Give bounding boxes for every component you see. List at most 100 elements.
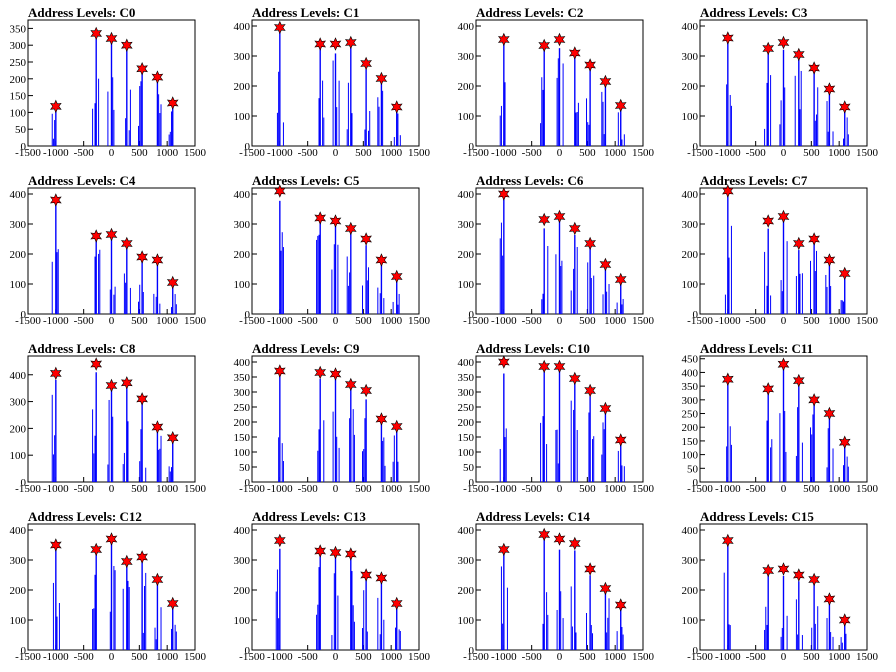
y-tick-label: 100 <box>234 111 251 123</box>
x-tick-label: -1500 <box>15 147 41 159</box>
peak-marker <box>120 236 133 251</box>
y-tick-label: 300 <box>682 395 699 407</box>
y-tick-label: 100 <box>458 279 475 291</box>
chart-panel-c7: Address Levels: C7 0 100 200 300 400 -1500 -100… <box>672 168 896 336</box>
peak-marker <box>136 550 148 564</box>
chart-panel-c1: Address Levels: C1 0 100 200 300 400 -1500 -100… <box>224 0 448 168</box>
bar-cluster <box>813 68 819 146</box>
peak-marker <box>314 211 327 225</box>
x-tick-label: -1500 <box>15 315 41 327</box>
chart-panel-c8: Address Levels: C8 0 100 200 300 400 -1500 -100… <box>0 336 224 504</box>
bar-cluster <box>279 200 284 314</box>
x-tick-label: 1000 <box>828 483 851 495</box>
peak-marker <box>344 221 357 236</box>
y-tick-label: 250 <box>234 402 251 414</box>
bar-cluster <box>586 575 594 650</box>
chart-plot: 0 100 200 300 400 -1500 -1000 -500 0 500 1000 1500 <box>682 19 879 159</box>
bar-cluster <box>156 77 162 146</box>
y-tick-label: 300 <box>682 219 699 231</box>
bar-cluster <box>51 108 57 146</box>
bar-cluster <box>541 228 549 314</box>
bar-cluster <box>92 551 97 650</box>
bar-cluster <box>588 396 595 482</box>
peak-marker <box>120 376 133 390</box>
chart-title: Address Levels: C15 <box>700 509 814 524</box>
peak-marker <box>166 431 179 445</box>
x-tick-label: -1500 <box>239 147 265 159</box>
peak-marker <box>90 357 103 371</box>
peak-marker <box>568 46 581 60</box>
chart-plot: 0 100 200 300 400 -1500 -1000 -500 0 500 1000 1500 <box>458 523 655 663</box>
bar-cluster <box>499 34 506 146</box>
x-tick-label: 500 <box>803 147 820 159</box>
bar-cluster <box>764 569 769 650</box>
x-tick-label: 0 <box>557 147 563 159</box>
y-tick-label: 350 <box>234 372 251 384</box>
bar-cluster <box>109 535 116 650</box>
peak-marker <box>792 568 805 582</box>
x-tick-label: -500 <box>298 651 319 663</box>
chart-plot: 0 50 100 150 200 250 300 350 400 -1500 -1000 -500 0 5… <box>458 355 655 495</box>
bar-cluster <box>617 444 625 482</box>
y-tick-label: 400 <box>10 370 27 382</box>
bar-cluster <box>542 534 549 650</box>
bar-cluster <box>331 225 339 314</box>
y-tick-label: 300 <box>234 387 251 399</box>
peak-marker <box>390 269 403 284</box>
y-tick-label: 300 <box>234 555 251 567</box>
x-tick-label: 1500 <box>184 315 207 327</box>
x-tick-label: -500 <box>522 315 543 327</box>
peak-marker <box>792 47 805 62</box>
y-tick-label: 150 <box>234 432 251 444</box>
chart-title: Address Levels: C0 <box>28 5 136 20</box>
x-tick-label: 1000 <box>380 147 403 159</box>
peak-marker <box>497 187 510 201</box>
peak-marker <box>823 592 836 606</box>
peak-marker <box>120 38 133 52</box>
x-tick-label: -500 <box>522 651 543 663</box>
peak-marker <box>90 542 103 557</box>
y-tick-label: 100 <box>10 279 27 291</box>
x-tick-label: 500 <box>803 651 820 663</box>
x-tick-label: 1000 <box>156 315 179 327</box>
bar-cluster <box>795 250 803 314</box>
bar-cluster <box>350 558 355 650</box>
y-tick-label: 400 <box>458 525 475 537</box>
y-tick-label: 0 <box>21 309 27 321</box>
bar-cluster <box>156 425 162 482</box>
bar-cluster <box>138 255 144 314</box>
bar-cluster <box>332 53 340 146</box>
peak-marker <box>360 56 372 71</box>
chart-title: Address Levels: C9 <box>252 341 360 356</box>
peak-marker <box>599 74 612 89</box>
bar-cluster <box>616 603 624 650</box>
bar-cluster <box>570 550 577 650</box>
y-tick-label: 200 <box>682 249 699 261</box>
peak-marker <box>375 71 388 86</box>
x-tick-label: 1500 <box>184 651 207 663</box>
bar-cluster <box>364 69 371 146</box>
peak-marker <box>777 35 790 50</box>
y-tick-label: 100 <box>458 447 475 459</box>
peak-marker <box>314 365 327 380</box>
chart-panel-c0: Address Levels: C0 0 50 100 150 200 250 300 350 -… <box>0 0 224 168</box>
x-tick-label: -1000 <box>715 483 741 495</box>
bar-cluster <box>574 53 579 146</box>
chart-plot: 0 50 100 150 200 250 300 350 400 -1500 -1000 -500 0 5… <box>234 355 431 495</box>
chart-panel-c10: Address Levels: C10 0 50 100 150 200 250 300 350… <box>448 336 672 504</box>
peak-marker <box>614 272 627 287</box>
y-tick-label: 150 <box>10 91 27 103</box>
y-tick-label: 200 <box>458 585 475 597</box>
y-tick-label: 300 <box>234 51 251 63</box>
y-tick-label: 400 <box>458 21 475 33</box>
x-tick-label: -1000 <box>267 147 293 159</box>
x-tick-label: -1000 <box>715 147 741 159</box>
bar-cluster <box>94 233 101 314</box>
bar-cluster <box>499 373 507 482</box>
y-tick-label: 300 <box>458 387 475 399</box>
peak-marker <box>151 420 164 434</box>
x-tick-label: 1000 <box>156 483 179 495</box>
chart-panel-c3: Address Levels: C3 0 100 200 300 400 -1500 -100… <box>672 0 896 168</box>
